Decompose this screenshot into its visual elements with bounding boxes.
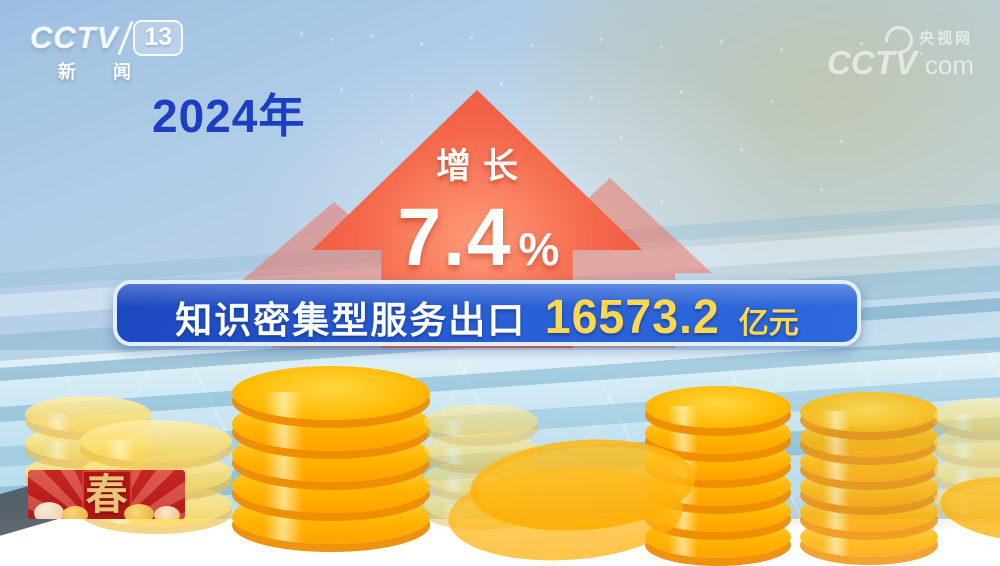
watermark-site-suffix: com	[924, 50, 974, 80]
broadcaster-watermark: 央视网 CCTV com	[827, 20, 974, 82]
growth-value: 7.4	[396, 192, 513, 283]
growth-unit: %	[518, 223, 560, 275]
metric-value: 16573.2	[544, 291, 721, 344]
cloud-icon	[124, 504, 154, 519]
channel-number-badge: 13	[133, 20, 184, 56]
year-label: 2024年	[152, 90, 306, 142]
channel-name-label: 新 闻	[58, 62, 148, 82]
cloud-icon	[62, 506, 88, 519]
festival-character: 春	[85, 470, 128, 519]
spring-festival-badge: 春	[28, 470, 185, 519]
growth-label: 增长	[435, 147, 530, 186]
cloud-icon	[34, 502, 64, 519]
cloud-icon	[154, 506, 180, 519]
coin-stack	[232, 366, 430, 544]
watermark-site-name: 央视网	[919, 30, 974, 47]
growth-callout: 增长 7.4 %	[312, 138, 642, 285]
metric-unit: 亿元	[738, 307, 799, 340]
festival-panel	[84, 472, 130, 519]
logo-slash-icon	[117, 21, 135, 55]
channel-network-label: CCTV	[30, 20, 119, 55]
coin-stack	[800, 392, 938, 557]
digital-data-dots	[300, 32, 303, 35]
channel-logo: CCTV 13 新 闻	[30, 20, 184, 84]
metric-label: 知识密集型服务出口	[175, 300, 527, 341]
metric-banner: 知识密集型服务出口 16573.2 亿元	[113, 280, 861, 346]
watermark-network-label: CCTV	[827, 44, 917, 81]
